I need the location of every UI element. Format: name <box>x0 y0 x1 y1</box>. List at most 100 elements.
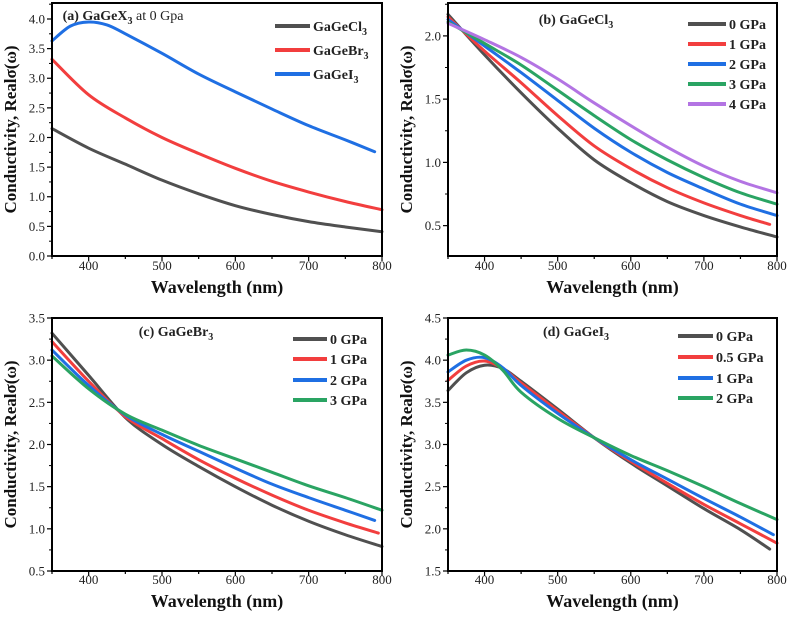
x-tick-label: 500 <box>548 572 568 587</box>
legend-label-main: 3 GPa <box>330 394 367 409</box>
legend: 0 GPa 1 GPa 2 GPa 3 GPa 4 GPa <box>688 18 766 113</box>
y-tick-label: 0.5 <box>29 219 45 234</box>
x-tick-label: 400 <box>475 572 495 587</box>
plot-frame <box>51 2 383 257</box>
panel-title: (a) GaGeX3 at 0 Gpa <box>63 9 185 27</box>
y-tick-label: 2.0 <box>29 437 45 452</box>
legend-label-main: 0 GPa <box>729 18 766 33</box>
legend-label: 1 GPa <box>330 353 367 368</box>
panel-title-main: (c) GaGeBr <box>139 325 209 340</box>
series-line-2-gpa <box>50 348 377 522</box>
legend-label-main: 1 GPa <box>716 372 753 387</box>
y-tick-label: 3.5 <box>29 41 45 56</box>
y-axis-title: Conductivity, Realσ(ω) <box>397 360 416 528</box>
y-tick-label: 0.5 <box>425 218 441 233</box>
y-tick-label: 0.5 <box>29 564 45 579</box>
legend-label: 3 GPa <box>729 78 766 93</box>
x-tick-label: 600 <box>621 572 641 587</box>
legend-label-subscript: 3 <box>364 51 369 62</box>
x-tick-label: 400 <box>79 572 99 587</box>
y-tick-label: 2.0 <box>29 130 45 145</box>
x-tick-label: 700 <box>694 572 714 587</box>
x-axis-title: Wavelength (nm) <box>546 591 679 612</box>
x-tick-label: 600 <box>226 572 246 587</box>
legend-label-subscript: 3 <box>362 27 367 38</box>
chart-panel-b: 400 500 600 700 800 0.5 1.0 1.5 2.0 Wavelength (n… <box>397 2 787 298</box>
panel-title-main: (a) GaGeX <box>63 9 128 24</box>
chart-panel-d: 400 500 600 700 800 1.5 2.0 2.5 3.0 3.5 4.0 4.5 Wave… <box>397 311 787 613</box>
legend-label: 3 GPa <box>330 394 367 409</box>
legend-label-main: 4 GPa <box>729 98 766 113</box>
y-tick-label: 4.5 <box>425 311 441 326</box>
y-axis-title: Conductivity, Realσ(ω) <box>397 45 416 213</box>
x-tick-label: 700 <box>694 258 714 273</box>
x-tick-label: 500 <box>152 258 172 273</box>
x-tick-label: 500 <box>152 572 172 587</box>
series-line-0-gpa <box>50 331 384 549</box>
legend-label: GaGeI3 <box>313 68 358 86</box>
legend-label: 0 GPa <box>729 18 766 33</box>
legend-label: 1 GPa <box>716 372 753 387</box>
legend-label-main: GaGeI <box>313 68 353 83</box>
series-line-1-gpa <box>446 355 775 537</box>
series-line-gagei3 <box>50 20 377 154</box>
y-tick-label: 2.5 <box>425 479 441 494</box>
y-tick-label: 2.0 <box>425 28 441 43</box>
y-tick-label: 2.5 <box>29 395 45 410</box>
series-group <box>50 331 384 549</box>
legend-label: 1 GPa <box>729 38 766 53</box>
y-tick-label: 3.5 <box>425 395 441 410</box>
y-tick-label: 1.0 <box>425 155 441 170</box>
y-tick-label: 3.0 <box>425 437 441 452</box>
y-tick-label: 4.0 <box>29 11 45 26</box>
legend-label-main: GaGeBr <box>313 44 364 59</box>
legend: 0 GPa 1 GPa 2 GPa 3 GPa <box>293 333 367 409</box>
x-tick-label: 600 <box>621 258 641 273</box>
panel-title-main: (d) GaGeI <box>543 325 604 340</box>
x-tick-label: 800 <box>372 258 392 273</box>
legend-label: 2 GPa <box>729 58 766 73</box>
legend-label: GaGeCl3 <box>313 20 367 38</box>
x-tick-label: 800 <box>372 572 392 587</box>
panel-title-subscript: 3 <box>608 20 613 31</box>
legend-label: 2 GPa <box>330 374 367 389</box>
legend-label: 0 GPa <box>716 330 753 345</box>
x-axis-title: Wavelength (nm) <box>546 277 679 298</box>
x-axis-title: Wavelength (nm) <box>151 277 284 298</box>
x-axis-title: Wavelength (nm) <box>151 591 284 612</box>
y-tick-label: 2.0 <box>425 521 441 536</box>
y-tick-label: 1.0 <box>29 189 45 204</box>
series-group <box>446 12 779 239</box>
y-tick-label: 1.5 <box>425 92 441 107</box>
x-tick-label: 600 <box>226 258 246 273</box>
y-tick-label: 4.0 <box>425 353 441 368</box>
y-axis-title: Conductivity, Realσ(ω) <box>1 45 20 213</box>
panel-title: (c) GaGeBr3 <box>139 325 214 343</box>
y-axis-title: Conductivity, Realσ(ω) <box>1 360 20 528</box>
y-tick-label: 0.0 <box>29 249 45 264</box>
series-line-gagecl3 <box>50 127 384 234</box>
series-group <box>50 20 384 234</box>
panel-title: (b) GaGeCl3 <box>539 13 614 31</box>
panel-title: (d) GaGeI3 <box>543 325 609 343</box>
series-line-1-gpa <box>446 15 772 226</box>
panel-title-main: (b) GaGeCl <box>539 13 609 28</box>
legend-label-main: 0 GPa <box>716 330 753 345</box>
plot-frame <box>447 2 778 257</box>
series-line-4-gpa <box>446 21 779 195</box>
y-tick-label: 1.5 <box>425 564 441 579</box>
panel-title-subscript: 3 <box>208 332 213 343</box>
legend-label-main: 2 GPa <box>729 58 766 73</box>
legend-label-main: 0 GPa <box>330 333 367 348</box>
legend-label-main: 3 GPa <box>729 78 766 93</box>
x-tick-label: 700 <box>299 258 319 273</box>
series-line-3-gpa <box>446 20 779 206</box>
legend: 0 GPa 0.5 GPa 1 GPa 2 GPa <box>678 330 763 407</box>
series-line-gagebr3 <box>50 57 384 212</box>
series-group <box>446 348 779 551</box>
x-tick-label: 500 <box>548 258 568 273</box>
x-tick-label: 800 <box>767 258 787 273</box>
series-line-0-gpa <box>446 12 779 239</box>
legend-label: 4 GPa <box>729 98 766 113</box>
